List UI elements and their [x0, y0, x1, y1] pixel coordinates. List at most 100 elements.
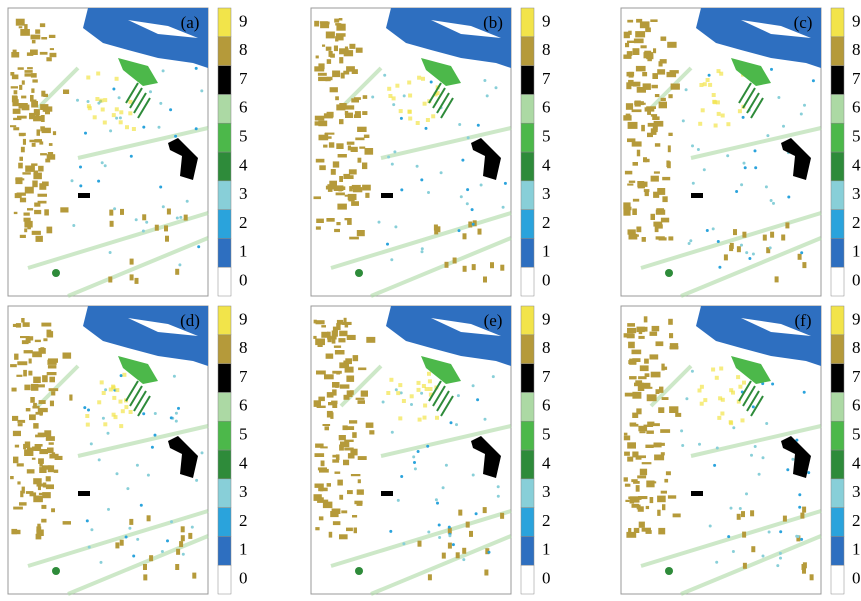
tree [390, 430, 394, 434]
tree [413, 461, 416, 464]
colorbar-label: 8 [852, 40, 861, 59]
building [37, 193, 47, 197]
river [83, 8, 208, 68]
building [350, 146, 358, 152]
building [623, 115, 632, 121]
building [34, 446, 42, 451]
building [69, 394, 73, 401]
tree [174, 411, 178, 415]
building [355, 137, 365, 141]
building [19, 156, 23, 161]
tree [687, 242, 691, 245]
building [12, 99, 19, 107]
building [338, 186, 342, 192]
soil [119, 424, 124, 429]
colorbar-label: 9 [852, 309, 861, 328]
building [668, 94, 673, 99]
building [656, 208, 664, 214]
tree [159, 101, 163, 105]
colorbar-cell [830, 209, 845, 239]
building [645, 505, 650, 510]
soil [387, 86, 392, 91]
building [327, 336, 337, 340]
meadow-green [118, 58, 158, 86]
building [47, 447, 54, 454]
tree [800, 251, 804, 255]
colorbar-label: 1 [239, 242, 248, 261]
soil [712, 100, 717, 105]
tree [413, 467, 417, 471]
tree [474, 512, 478, 516]
colorbar-label: 6 [239, 396, 248, 415]
building [627, 327, 637, 334]
building [629, 423, 639, 427]
building [129, 518, 134, 525]
tree [157, 125, 161, 129]
soil [395, 83, 400, 88]
building [51, 452, 56, 456]
building [627, 442, 636, 449]
tree [106, 431, 110, 435]
soil [391, 96, 396, 101]
colorbar-label: 3 [542, 184, 551, 203]
building [14, 193, 22, 199]
tree [119, 374, 123, 378]
building [47, 359, 57, 365]
building [628, 233, 638, 240]
building [22, 322, 30, 327]
building [434, 228, 439, 235]
building [666, 71, 677, 78]
tree [753, 445, 757, 448]
tree [768, 246, 772, 250]
tree [742, 161, 746, 165]
colorbar-label: 7 [542, 367, 551, 386]
tree [97, 458, 101, 462]
building [645, 27, 651, 33]
building [741, 511, 745, 518]
tree [698, 442, 701, 446]
building [317, 72, 327, 76]
building [643, 316, 648, 323]
building [436, 226, 441, 233]
soil [115, 388, 120, 393]
soil [415, 121, 420, 125]
soil [100, 107, 105, 112]
building [31, 39, 36, 44]
building [36, 529, 44, 536]
building [323, 113, 333, 119]
building [657, 188, 666, 195]
building [357, 479, 361, 484]
building [774, 276, 779, 283]
building [49, 400, 54, 407]
tree [732, 426, 736, 430]
building [335, 192, 345, 196]
building [11, 52, 20, 58]
building [22, 172, 31, 175]
building [665, 471, 671, 476]
colorbar-label: 4 [542, 155, 551, 174]
building [19, 502, 27, 506]
building [631, 141, 642, 147]
tree [396, 498, 400, 502]
building [341, 510, 348, 514]
building [500, 512, 505, 519]
building [781, 234, 786, 241]
building [42, 482, 47, 488]
building [343, 394, 350, 400]
tree [779, 530, 783, 534]
colorbar-label: 9 [542, 309, 551, 328]
building [349, 186, 353, 192]
tree [503, 181, 507, 185]
building [356, 489, 364, 495]
colorbar-label: 2 [542, 511, 551, 530]
colorbar-label: 3 [542, 482, 551, 501]
colorbar-label: 1 [852, 540, 861, 559]
bitumen-small [381, 491, 393, 496]
building [60, 207, 69, 213]
building [15, 177, 23, 185]
building [49, 376, 55, 383]
building [335, 454, 340, 461]
building [41, 37, 48, 40]
building [47, 152, 54, 156]
colorbar-cell [830, 180, 845, 210]
